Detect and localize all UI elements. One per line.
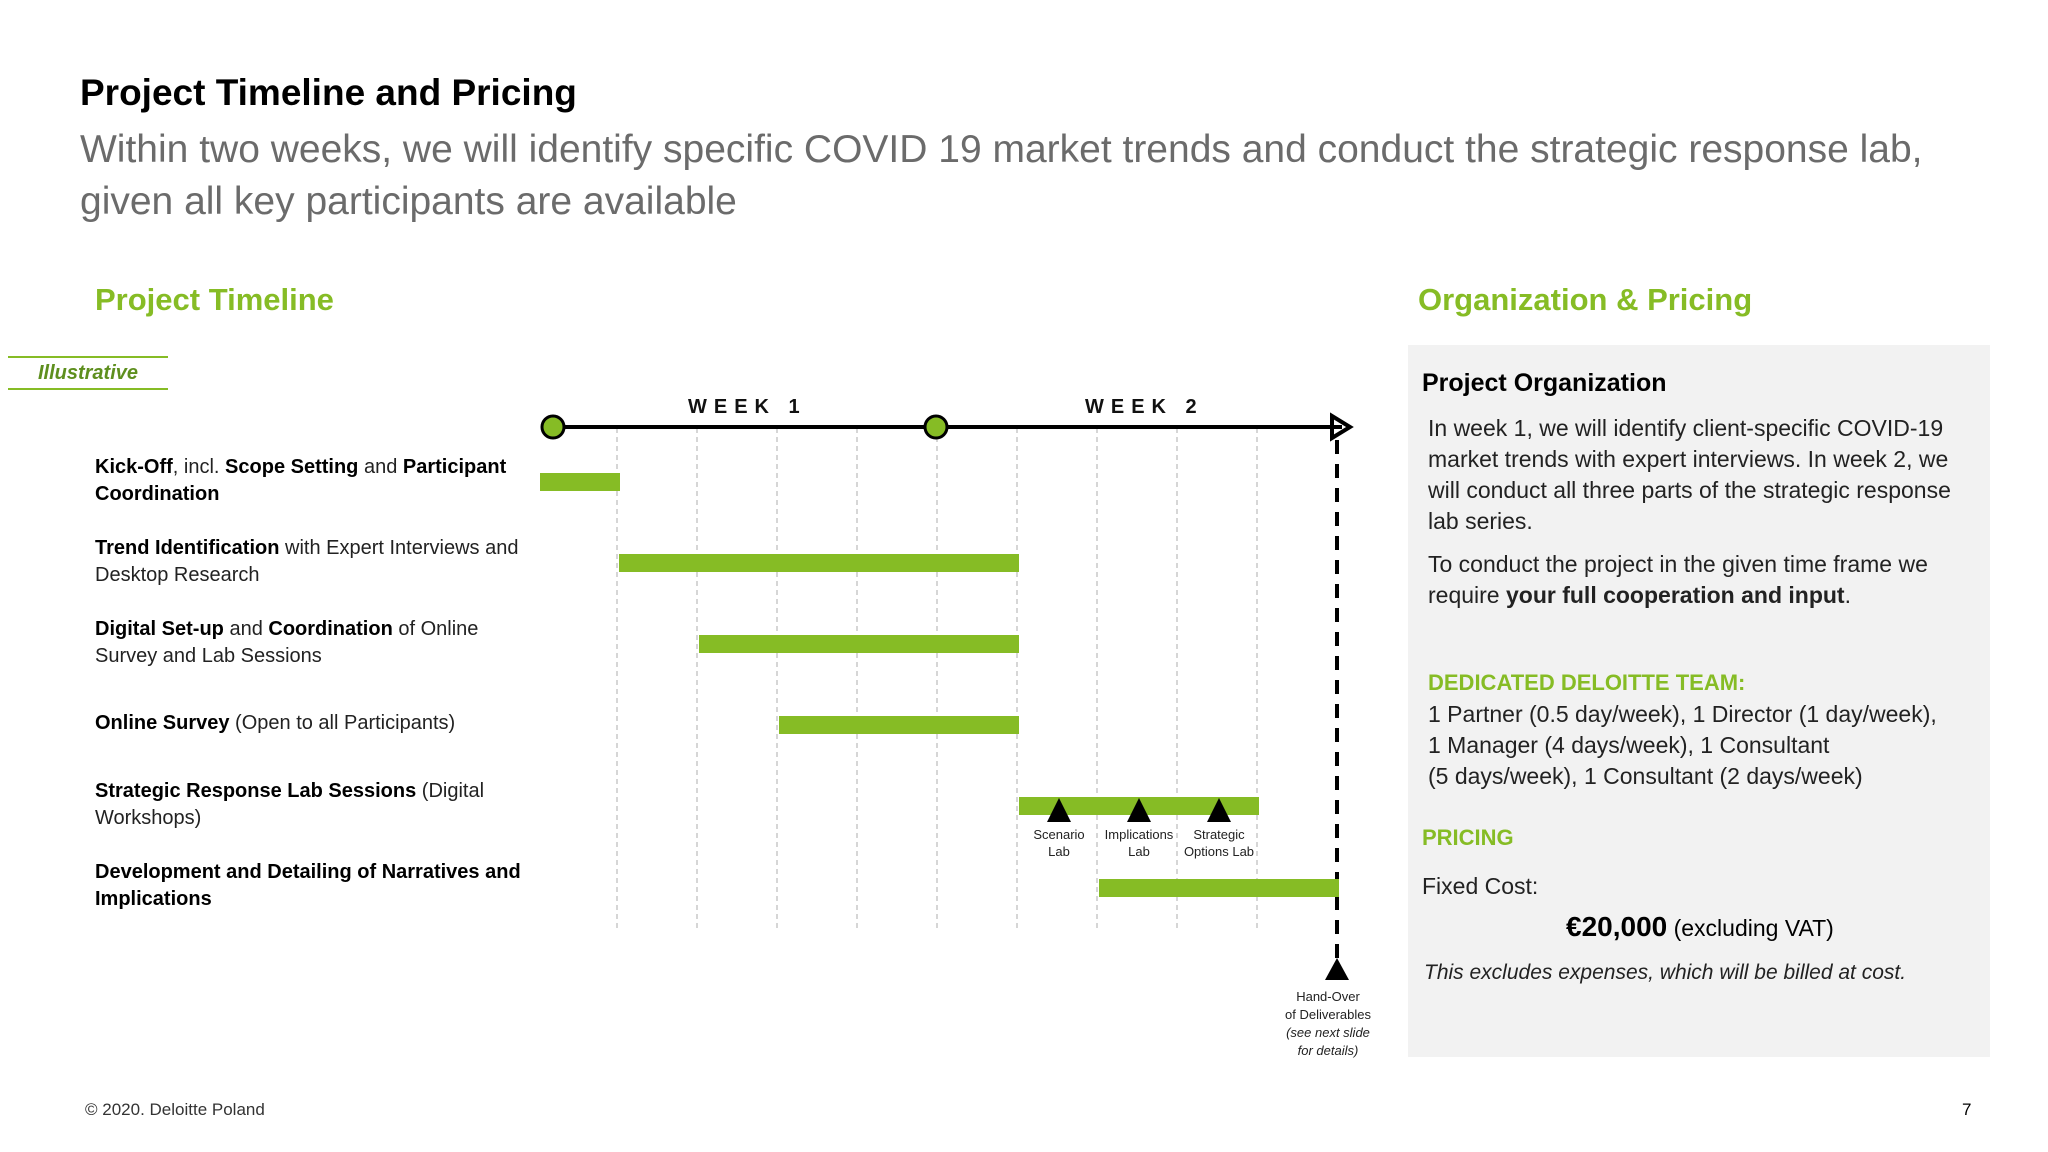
bar-trend-identification (619, 554, 1019, 572)
org-paragraph-2: To conduct the project in the given time… (1428, 551, 1928, 608)
task-trend-identification: Trend Identification with Expert Intervi… (95, 537, 519, 586)
milestone-start-icon (540, 414, 566, 440)
team-heading: DEDICATED DELOITTE TEAM: (1428, 670, 1746, 695)
task-lab-sessions: Strategic Response Lab Sessions (Digital… (95, 780, 485, 829)
pricing-section-heading: Organization & Pricing (1418, 282, 1753, 317)
bar-digital-setup (699, 635, 1019, 653)
expenses-disclaimer: This excludes expenses, which will be bi… (1424, 961, 1907, 984)
lab-marker-icon (1207, 798, 1231, 822)
price-value: €20,000 (excluding VAT) (1566, 911, 1834, 942)
lab-label-implications: Implications Lab (1104, 827, 1174, 859)
subtitle-line-1: Within two weeks, we will identify speci… (80, 128, 1923, 171)
subtitle-line-2: given all key participants are available (80, 180, 737, 223)
handover-label: Hand-Over of Deliverables (see next slid… (1285, 989, 1371, 1058)
illustrative-badge: Illustrative (8, 356, 168, 390)
page-number: 7 (1962, 1100, 1972, 1119)
pricing-panel: Project Organization In week 1, we will … (1408, 345, 1990, 1057)
page-subtitle: Within two weeks, we will identify speci… (80, 124, 1980, 228)
page-title: Project Timeline and Pricing (80, 72, 577, 113)
milestone-mid-icon (923, 414, 949, 440)
lab-marker-icon (1127, 798, 1151, 822)
task-digital-setup: Digital Set-up and Coordination of Onlin… (95, 618, 479, 667)
team-details: 1 Partner (0.5 day/week), 1 Director (1 … (1428, 701, 1937, 789)
week-1-label: WEEK 1 (688, 396, 807, 418)
bar-online-survey (779, 716, 1019, 734)
org-paragraph-1: In week 1, we will identify client-speci… (1428, 415, 1951, 534)
lab-label-strategic-options: Strategic Options Lab (1183, 827, 1255, 859)
grid-lines (616, 428, 1258, 930)
bar-kickoff (540, 473, 620, 491)
fixed-cost-label: Fixed Cost: (1422, 873, 1539, 899)
task-narratives: Development and Detailing of Narratives … (95, 861, 521, 910)
lab-marker-icon (1047, 798, 1071, 822)
lab-label-scenario: Scenario Lab (1033, 827, 1085, 859)
copyright: © 2020. Deloitte Poland (85, 1100, 265, 1119)
handover-marker-icon (1325, 958, 1349, 980)
pricing-heading: PRICING (1422, 825, 1514, 850)
week-2-label: WEEK 2 (1085, 396, 1204, 418)
task-online-survey: Online Survey (Open to all Participants) (95, 712, 456, 734)
timeline-heading: Project Timeline (95, 282, 334, 317)
axis-arrow-icon (1330, 412, 1354, 442)
org-title: Project Organization (1422, 369, 1667, 397)
task-kickoff: Kick-Off, incl. Scope Setting and Partic… (95, 456, 507, 505)
bar-narratives (1099, 879, 1339, 897)
